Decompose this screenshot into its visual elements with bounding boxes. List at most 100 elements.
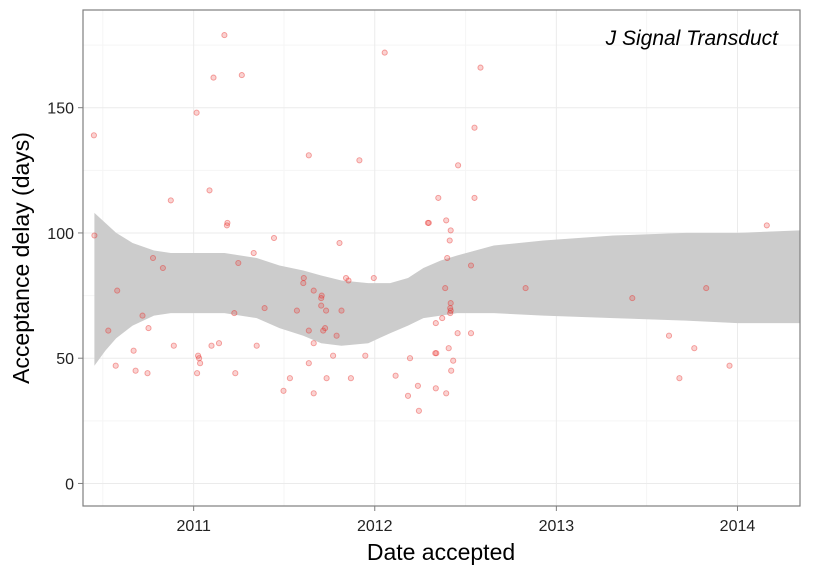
- y-axis-title: Acceptance delay (days): [8, 132, 34, 384]
- chart-title: J Signal Transduct: [605, 27, 780, 50]
- data-point: [447, 307, 454, 314]
- data-point: [356, 157, 363, 164]
- data-point: [238, 72, 245, 79]
- data-point: [338, 307, 345, 314]
- data-point: [629, 295, 636, 302]
- data-point: [250, 249, 257, 257]
- data-point: [235, 259, 242, 267]
- data-point: [432, 350, 439, 357]
- data-point: [208, 342, 215, 349]
- data-point: [448, 367, 455, 374]
- data-point: [167, 197, 174, 204]
- data-point: [447, 227, 454, 234]
- data-point: [261, 305, 268, 312]
- data-point: [310, 340, 317, 347]
- data-point: [323, 307, 330, 314]
- x-axis-title: Date accepted: [367, 539, 515, 565]
- data-point: [447, 300, 454, 307]
- data-point: [223, 222, 230, 229]
- data-point: [253, 342, 260, 349]
- data-point: [414, 382, 421, 389]
- data-point: [443, 217, 450, 224]
- data-point: [442, 285, 449, 292]
- data-point: [447, 305, 454, 312]
- data-point: [347, 375, 354, 382]
- data-point: [446, 237, 453, 244]
- data-point: [206, 187, 213, 194]
- data-point: [112, 362, 119, 369]
- data-point: [231, 310, 238, 317]
- y-tick-label: 50: [56, 351, 74, 368]
- data-point: [439, 315, 446, 322]
- data-point: [336, 239, 343, 247]
- data-point: [330, 352, 337, 359]
- data-point: [90, 132, 97, 139]
- data-point: [450, 357, 457, 364]
- data-point: [224, 219, 231, 226]
- data-point: [270, 234, 278, 242]
- data-point: [318, 302, 325, 309]
- data-point: [445, 345, 452, 352]
- y-tick-label: 0: [65, 476, 74, 493]
- data-point: [425, 219, 432, 226]
- data-point: [415, 407, 422, 414]
- data-point: [703, 285, 710, 292]
- data-point: [197, 360, 204, 367]
- data-point: [726, 362, 733, 369]
- confidence-band: [94, 212, 800, 366]
- data-point: [323, 375, 330, 382]
- data-point: [381, 49, 388, 56]
- data-point: [318, 295, 325, 302]
- data-point: [215, 340, 223, 347]
- data-point: [149, 254, 157, 262]
- data-point: [210, 74, 217, 81]
- data-point: [280, 387, 287, 394]
- y-tick-label: 100: [47, 226, 74, 243]
- data-point: [433, 350, 440, 357]
- data-point: [195, 352, 202, 359]
- data-point: [232, 370, 239, 377]
- data-point: [763, 222, 770, 229]
- data-point: [691, 345, 698, 352]
- data-point: [310, 287, 317, 294]
- data-point: [310, 390, 317, 397]
- data-point: [432, 385, 439, 392]
- data-point: [455, 162, 462, 169]
- y-tick-label: 150: [47, 101, 74, 118]
- data-point: [333, 332, 340, 339]
- data-point: [454, 330, 461, 337]
- data-point: [318, 292, 325, 299]
- data-point: [477, 64, 484, 71]
- data-point: [139, 312, 146, 319]
- data-point: [320, 327, 327, 334]
- data-point: [467, 262, 475, 269]
- data-point: [144, 370, 151, 377]
- data-point: [170, 342, 177, 349]
- x-tick-label: 2011: [176, 518, 211, 535]
- data-point: [145, 325, 152, 332]
- data-point: [322, 325, 329, 332]
- data-point: [130, 347, 137, 354]
- data-point: [676, 375, 683, 382]
- x-tick-label: 2014: [720, 518, 756, 535]
- data-point: [193, 109, 200, 116]
- data-point: [345, 277, 352, 284]
- data-point: [159, 264, 166, 272]
- data-point: [406, 355, 414, 362]
- data-point: [471, 124, 478, 131]
- x-tick-label: 2012: [357, 518, 393, 535]
- data-point: [300, 274, 307, 282]
- data-point: [114, 287, 121, 294]
- data-point: [293, 307, 300, 314]
- data-point: [404, 392, 412, 399]
- data-point: [305, 327, 312, 334]
- data-point: [305, 152, 312, 159]
- data-point: [362, 352, 369, 359]
- data-point: [665, 332, 673, 339]
- data-point: [435, 194, 442, 201]
- data-point: [522, 285, 529, 292]
- data-point: [105, 327, 112, 334]
- x-axis-ticks: 2011 2012 2013 2014: [176, 506, 755, 535]
- data-point: [194, 370, 201, 377]
